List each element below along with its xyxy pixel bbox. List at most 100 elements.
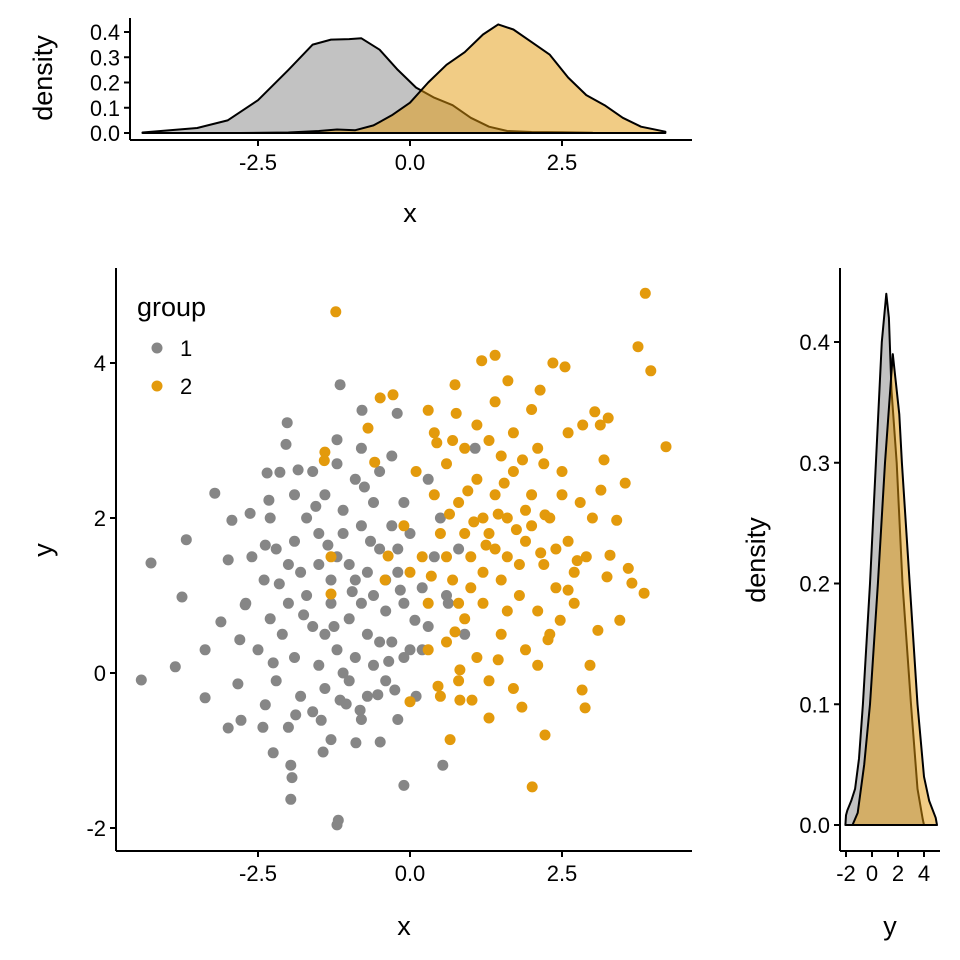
y-tick-label: 0.0 bbox=[799, 813, 830, 838]
scatter-point-group-1 bbox=[222, 554, 234, 566]
scatter-point-group-2 bbox=[318, 455, 330, 467]
scatter-point-group-2 bbox=[576, 684, 588, 696]
scatter-point-group-1 bbox=[422, 621, 434, 632]
scatter-point-group-2 bbox=[444, 734, 456, 746]
scatter-point-group-2 bbox=[501, 512, 513, 524]
scatter-point-group-1 bbox=[349, 473, 361, 485]
scatter-point-group-2 bbox=[489, 396, 501, 408]
scatter-point-group-2 bbox=[517, 454, 528, 466]
scatter-point-group-2 bbox=[398, 520, 410, 532]
scatter-point-group-2 bbox=[404, 696, 416, 708]
scatter-point-group-1 bbox=[322, 539, 334, 551]
scatter-point-group-1 bbox=[386, 450, 398, 462]
scatter-point-group-1 bbox=[325, 734, 337, 746]
scatter-point-group-2 bbox=[586, 512, 598, 524]
scatter-point-group-1 bbox=[343, 613, 355, 625]
scatter-point-group-1 bbox=[331, 434, 343, 446]
scatter-point-group-2 bbox=[483, 435, 495, 446]
scatter-point-group-1 bbox=[315, 714, 327, 726]
scatter-point-group-1 bbox=[232, 678, 244, 690]
legend: group 1 2 bbox=[137, 292, 206, 399]
scatter-point-group-2 bbox=[562, 584, 574, 596]
scatter-point-group-2 bbox=[492, 508, 504, 520]
scatter-point-group-1 bbox=[199, 692, 211, 704]
y-tick-label: -2 bbox=[86, 816, 106, 841]
scatter-point-group-2 bbox=[441, 636, 452, 648]
scatter-point-group-1 bbox=[374, 736, 386, 748]
density-curve-group-2 bbox=[238, 23, 667, 134]
scatter-point-group-1 bbox=[349, 574, 361, 586]
scatter-point-group-1 bbox=[290, 709, 302, 721]
scatter-point-group-2 bbox=[444, 508, 455, 520]
scatter-point-group-2 bbox=[477, 566, 489, 578]
scatter-point-group-1 bbox=[285, 793, 297, 805]
scatter-point-group-2 bbox=[614, 614, 626, 626]
scatter-point-group-2 bbox=[483, 712, 495, 724]
scatter-point-group-2 bbox=[532, 605, 544, 617]
y-tick-label: 0.2 bbox=[90, 71, 120, 96]
y-tick-label: 0.1 bbox=[799, 692, 830, 717]
scatter-point-group-1 bbox=[374, 466, 386, 477]
scatter-point-group-1 bbox=[215, 616, 227, 628]
scatter-point-group-2 bbox=[449, 379, 461, 391]
scatter-point-group-2 bbox=[495, 628, 507, 640]
y-tick-label: 4 bbox=[94, 351, 106, 376]
scatter-point-group-1 bbox=[135, 674, 147, 686]
scatter-point-group-2 bbox=[379, 574, 391, 586]
scatter-point-group-2 bbox=[432, 680, 444, 692]
scatter-point-group-2 bbox=[501, 605, 513, 617]
scatter-point-group-2 bbox=[584, 659, 596, 671]
scatter-point-group-1 bbox=[289, 535, 300, 547]
scatter-point-group-2 bbox=[447, 574, 459, 586]
x-tick-label: 0.0 bbox=[395, 861, 426, 886]
x-tick-label: 2 bbox=[892, 861, 904, 886]
scatter-point-group-2 bbox=[594, 419, 606, 431]
scatter-point-group-1 bbox=[355, 520, 367, 532]
scatter-point-group-2 bbox=[330, 306, 342, 318]
scatter-point-group-1 bbox=[386, 636, 398, 648]
scatter-point-group-2 bbox=[476, 355, 488, 367]
scatter-point-group-2 bbox=[568, 597, 580, 609]
scatter-point-group-1 bbox=[282, 597, 294, 609]
scatter-point-group-1 bbox=[319, 489, 331, 501]
scatter-point-group-2 bbox=[619, 477, 631, 489]
scatter-point-group-2 bbox=[471, 473, 483, 485]
x-tick-label: -2 bbox=[836, 861, 856, 886]
scatter-point-group-1 bbox=[349, 652, 361, 663]
scatter-point-group-1 bbox=[354, 704, 366, 716]
scatter-point-group-1 bbox=[368, 659, 379, 671]
y-axis-title: y bbox=[28, 543, 58, 557]
y-axis-title: density bbox=[741, 517, 771, 603]
y-tick-label: 2 bbox=[94, 506, 106, 531]
scatter-point-group-2 bbox=[382, 550, 394, 562]
scatter-point-group-2 bbox=[568, 566, 580, 578]
scatter-point-group-2 bbox=[425, 570, 437, 582]
right-density-panel: -2 0 2 4 0.0 0.1 0.2 0.3 0.4 y density bbox=[741, 268, 940, 941]
scatter-point-group-1 bbox=[313, 559, 325, 570]
scatter-point-group-2 bbox=[513, 590, 525, 601]
x-tick-label: -2.5 bbox=[239, 150, 277, 175]
scatter-point-group-2 bbox=[639, 287, 651, 299]
scatter-point-group-1 bbox=[281, 417, 293, 429]
scatter-point-group-2 bbox=[544, 628, 556, 640]
scatter-point-group-1 bbox=[398, 497, 410, 508]
scatter-point-group-2 bbox=[645, 365, 657, 377]
scatter-point-group-1 bbox=[428, 551, 440, 563]
scatter-point-group-2 bbox=[428, 489, 440, 501]
scatter-point-group-1 bbox=[295, 690, 307, 702]
y-tick-label: 0.3 bbox=[90, 45, 120, 70]
scatter-point-group-2 bbox=[489, 489, 501, 501]
legend-key-2 bbox=[151, 380, 163, 392]
scatter-point-group-2 bbox=[534, 384, 546, 396]
scatter-point-group-1 bbox=[469, 442, 481, 454]
y-tick-label: 0.3 bbox=[799, 451, 830, 476]
scatter-point-group-1 bbox=[289, 652, 300, 663]
scatter-point-group-2 bbox=[538, 458, 550, 470]
scatter-point-group-2 bbox=[422, 597, 434, 609]
y-tick-label: 0.2 bbox=[799, 572, 830, 597]
scatter-point-group-1 bbox=[319, 628, 331, 640]
scatter-point-group-1 bbox=[409, 614, 421, 626]
scatter-point-group-1 bbox=[282, 721, 294, 733]
x-axis-title: x bbox=[397, 911, 411, 941]
x-tick-label: 0 bbox=[866, 861, 878, 886]
